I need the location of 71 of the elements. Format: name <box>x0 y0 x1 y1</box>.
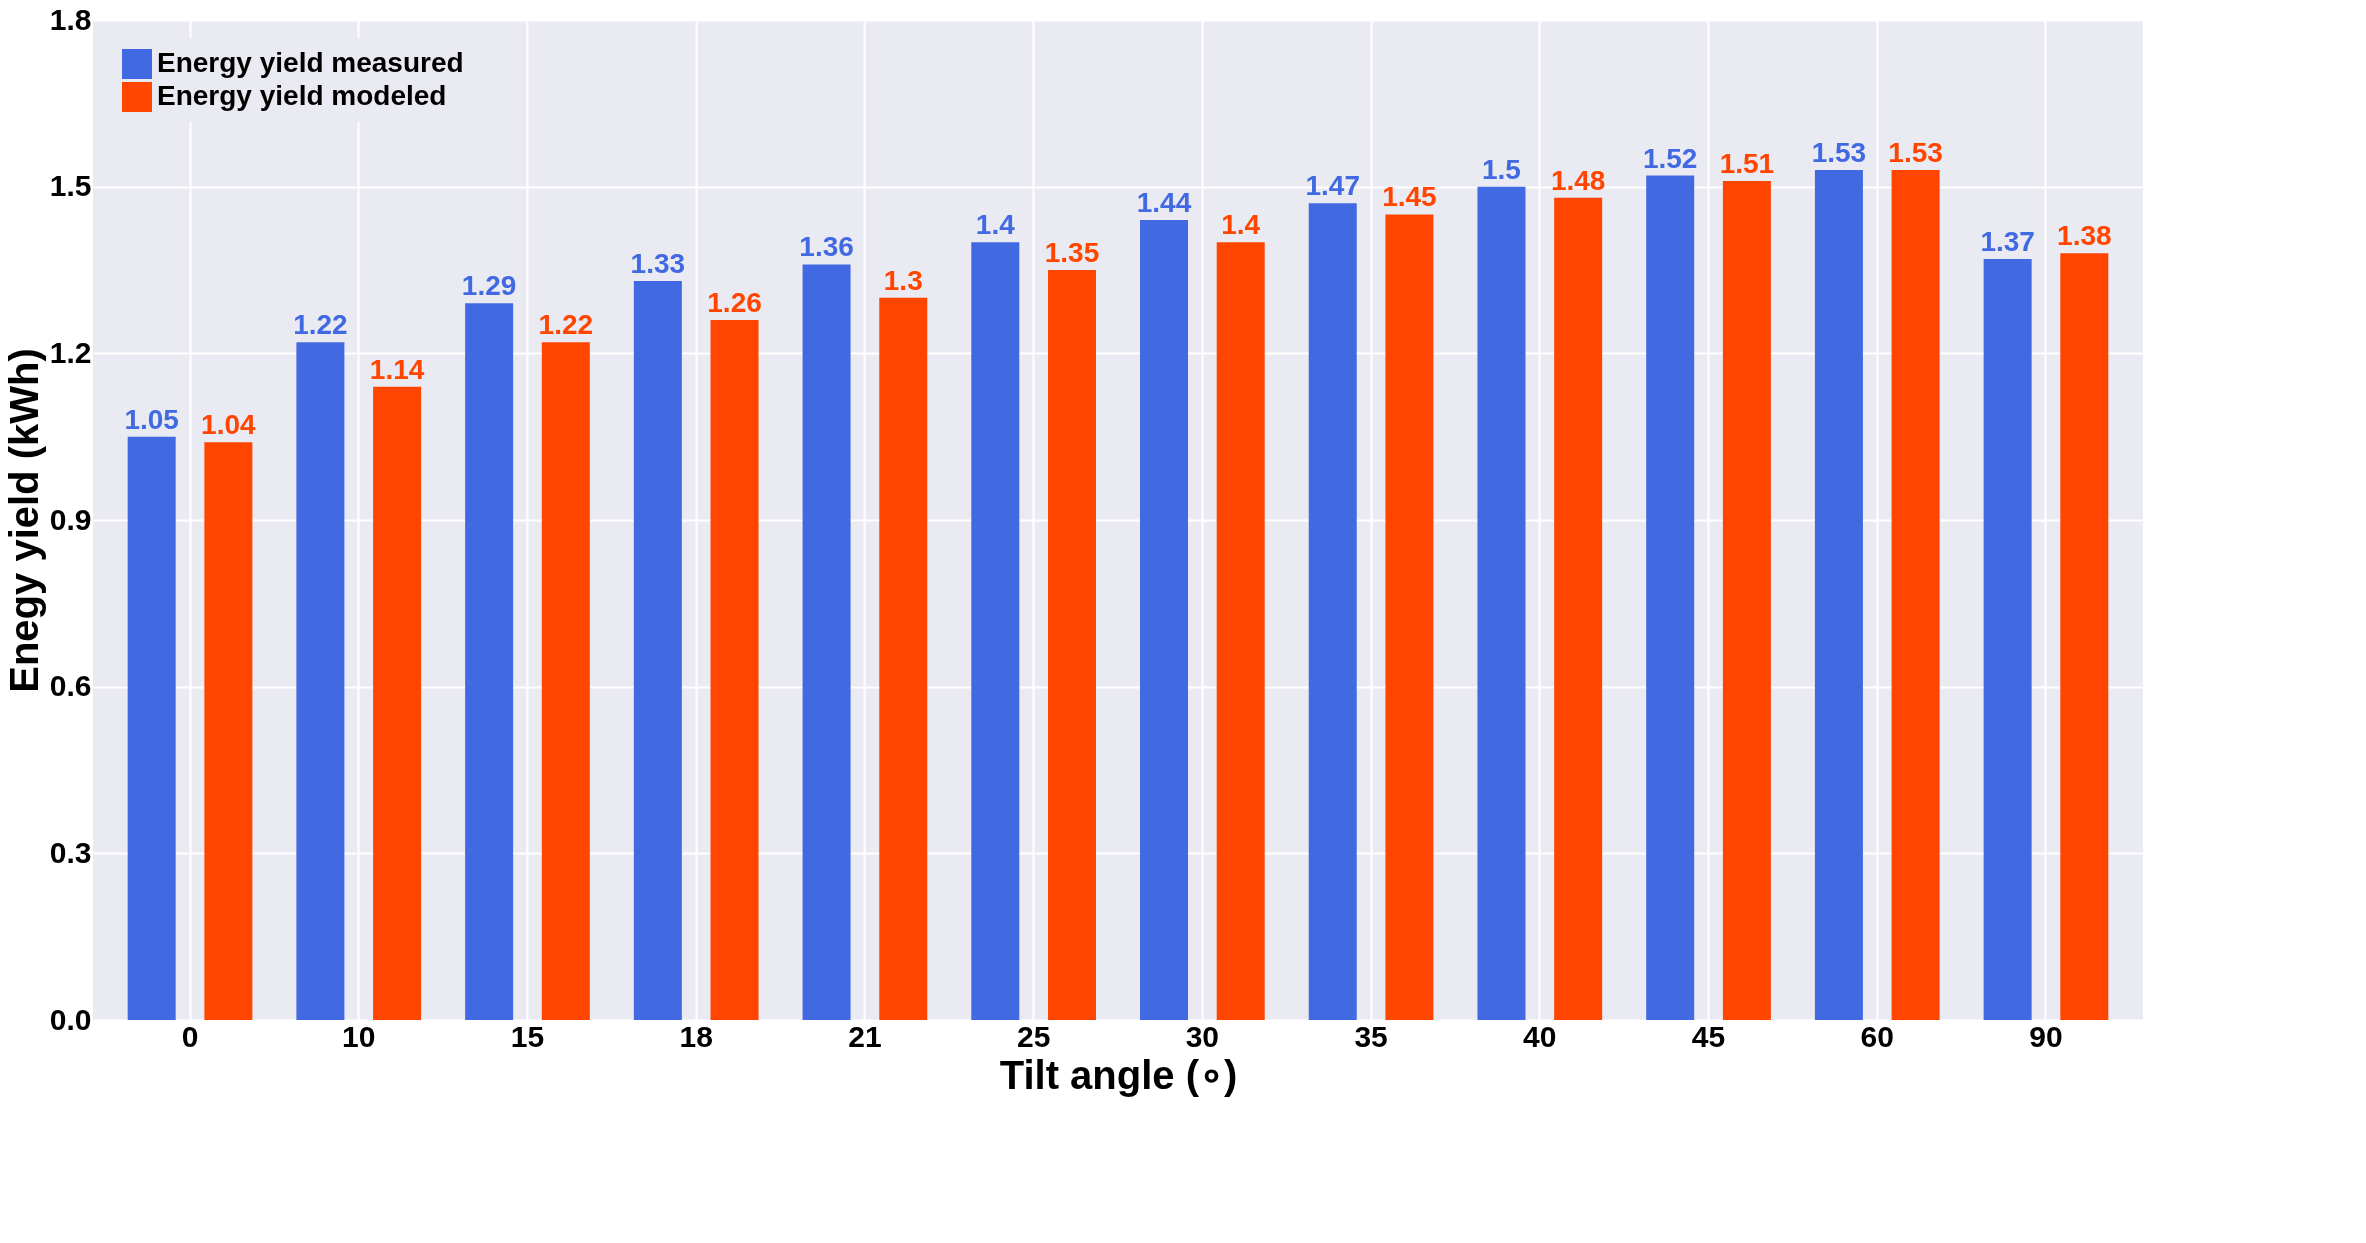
bar <box>1385 214 1434 1020</box>
bar <box>373 386 422 1020</box>
x-tick-label: 40 <box>1523 1019 1557 1053</box>
bar <box>1047 270 1096 1020</box>
x-tick-label: 90 <box>2029 1019 2063 1053</box>
data-label: 1.51 <box>1719 148 1775 180</box>
data-label: 1.4 <box>1221 209 1261 241</box>
y-tick-label: 0.9 <box>49 502 92 536</box>
y-tick-label: 1.2 <box>49 335 92 369</box>
bar <box>127 436 176 1020</box>
data-label: 1.35 <box>1044 237 1100 268</box>
bar <box>541 342 590 1020</box>
bar <box>1891 170 1940 1020</box>
x-tick-label: 15 <box>510 1019 545 1053</box>
bar <box>1983 258 2032 1020</box>
bar <box>1477 186 1526 1020</box>
data-label: 1.36 <box>799 231 854 263</box>
data-label: 1.5 <box>1482 153 1521 185</box>
x-tick-label: 45 <box>1691 1019 1726 1053</box>
x-tick-label: 10 <box>342 1019 376 1053</box>
x-tick-label: 30 <box>1185 1019 1220 1053</box>
bar <box>633 281 682 1020</box>
x-axis-title: Tilt angle (∘) <box>999 1052 1238 1097</box>
data-label: 1.45 <box>1382 181 1437 213</box>
bar <box>296 342 345 1020</box>
legend-label: Energy yield measured <box>157 47 464 78</box>
data-label: 1.29 <box>461 270 517 302</box>
data-label: 1.53 <box>1811 137 1867 168</box>
bar <box>879 297 928 1020</box>
bar <box>1814 170 1863 1020</box>
bar <box>971 242 1020 1020</box>
bar <box>1140 220 1189 1020</box>
y-tick-label: 0.0 <box>49 1002 92 1036</box>
legend-label: Energy yield modeled <box>157 80 447 111</box>
bar <box>1216 242 1265 1020</box>
data-label: 1.26 <box>707 287 762 318</box>
y-tick-label: 0.6 <box>49 669 92 703</box>
data-label: 1.05 <box>124 403 179 435</box>
data-label: 1.47 <box>1305 170 1360 202</box>
bar <box>710 320 759 1020</box>
bar <box>1646 175 1695 1020</box>
data-label: 1.22 <box>538 309 594 341</box>
y-axis-title: Enegy yield (kWh) <box>1 348 46 693</box>
bar <box>465 303 514 1020</box>
bar <box>1722 181 1771 1020</box>
bar <box>204 442 253 1020</box>
data-label: 1.52 <box>1642 142 1698 174</box>
y-tick-label: 1.8 <box>49 2 92 36</box>
data-label: 1.04 <box>201 409 257 441</box>
data-label: 1.4 <box>975 209 1016 241</box>
data-label: 1.44 <box>1136 187 1192 218</box>
bar <box>1308 203 1357 1020</box>
data-label: 1.22 <box>293 309 348 341</box>
x-tick-label: 35 <box>1354 1019 1388 1053</box>
y-tick-label: 1.5 <box>49 169 92 203</box>
y-tick-label: 0.3 <box>49 835 92 869</box>
data-label: 1.33 <box>630 248 686 280</box>
bar <box>802 264 851 1020</box>
x-tick-label: 21 <box>848 1019 882 1053</box>
data-label: 1.38 <box>2057 220 2112 252</box>
data-label: 1.37 <box>1980 225 2035 257</box>
bar <box>2060 253 2109 1020</box>
x-tick-label: 18 <box>679 1019 713 1053</box>
x-tick-label: 60 <box>1860 1019 1894 1053</box>
data-label: 1.14 <box>369 353 425 385</box>
x-tick-label: 25 <box>1016 1019 1051 1053</box>
x-tick-label: 0 <box>181 1019 199 1053</box>
data-label: 1.48 <box>1550 164 1606 196</box>
data-label: 1.53 <box>1888 137 1943 168</box>
bar <box>1554 197 1603 1020</box>
data-label: 1.3 <box>883 264 923 296</box>
